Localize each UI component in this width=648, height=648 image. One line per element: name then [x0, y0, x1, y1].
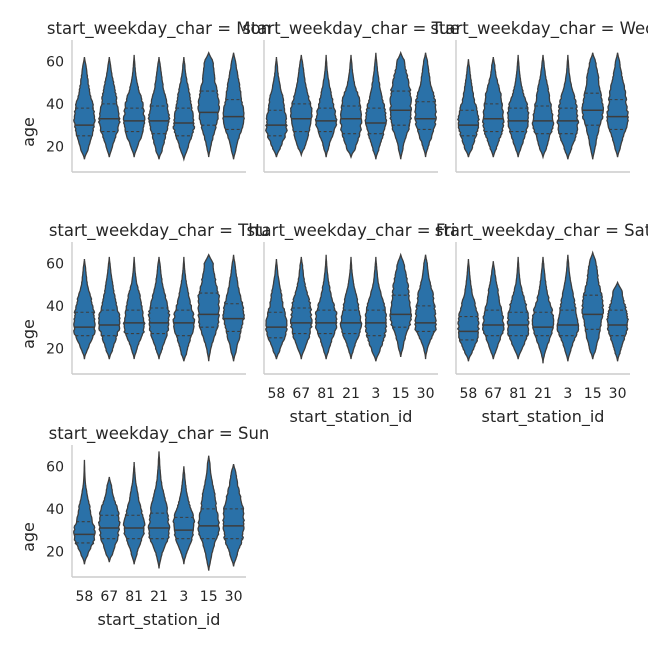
- facet-title: start_weekday_char = Fri: [246, 221, 455, 241]
- violin-sun-58: [73, 459, 96, 565]
- violin-sat-81: [506, 256, 530, 360]
- x-tick-label: 81: [317, 386, 335, 402]
- x-axis-label: start_station_id: [482, 407, 605, 427]
- x-tick-label: 3: [371, 386, 380, 402]
- facet-title: start_weekday_char = Tue: [242, 19, 460, 39]
- y-tick-label: 60: [46, 256, 64, 272]
- violin-wed-67: [481, 56, 505, 158]
- violin-tue-21: [339, 54, 363, 160]
- violin-tue-67: [289, 54, 313, 158]
- x-tick-label: 21: [534, 386, 552, 402]
- violin-tue-58: [265, 56, 288, 158]
- violin-sat-21: [531, 256, 555, 364]
- violin-fri-15: [389, 252, 413, 358]
- x-tick-label: 21: [342, 386, 360, 402]
- x-tick-label: 15: [584, 386, 602, 402]
- violin-sun-81: [122, 462, 146, 565]
- facet-title: start_weekday_char = Wed: [430, 19, 648, 39]
- x-tick-label: 21: [150, 589, 168, 605]
- violin-sat-3: [556, 254, 580, 362]
- violin-thu-58: [73, 258, 96, 360]
- violin-sun-3: [172, 466, 196, 565]
- violin-tue-30: [414, 52, 437, 158]
- facet-panel-mon: start_weekday_char = Mon 20 40 60 age: [19, 19, 271, 173]
- x-tick-label: 3: [179, 589, 188, 605]
- facet-panel-sun: start_weekday_char = Sun 20 40 60 age 58 67 81 2…: [19, 424, 269, 630]
- facet-panel-tue: start_weekday_char = Tue: [242, 19, 460, 173]
- facet-title: start_weekday_char = Sat: [435, 221, 648, 241]
- x-tick-label: 3: [563, 386, 572, 402]
- violin-sun-30: [222, 464, 245, 567]
- violin-sat-58: [456, 258, 480, 362]
- x-tick-label: 58: [268, 386, 286, 402]
- violin-mon-67: [97, 56, 121, 158]
- x-tick-label: 67: [292, 386, 310, 402]
- violin-mon-21: [147, 56, 171, 160]
- x-tick-label: 67: [100, 589, 118, 605]
- y-tick-label: 60: [46, 54, 64, 70]
- violin-fri-81: [314, 254, 338, 360]
- violin-mon-15: [197, 51, 221, 158]
- y-tick-label: 40: [46, 97, 64, 113]
- y-axis-label: age: [19, 319, 38, 349]
- violin-thu-81: [122, 256, 146, 360]
- violin-sun-15: [197, 455, 221, 571]
- x-tick-label: 15: [392, 386, 410, 402]
- violin-sun-21: [147, 451, 171, 569]
- facet-panel-sat: start_weekday_char = Sat 58 67 81 21 3 15 30sta…: [435, 221, 648, 427]
- x-tick-label: 15: [200, 589, 218, 605]
- x-tick-label: 30: [609, 386, 627, 402]
- violin-sat-30: [606, 280, 630, 362]
- facet-title: start_weekday_char = Mon: [47, 19, 271, 39]
- y-tick-label: 40: [46, 299, 64, 315]
- violin-fri-21: [339, 256, 363, 360]
- violin-tue-3: [364, 52, 388, 160]
- violin-fri-3: [364, 256, 388, 362]
- x-tick-label: 30: [417, 386, 435, 402]
- facet-title: start_weekday_char = Thu: [49, 221, 269, 241]
- violin-sun-67: [97, 476, 121, 563]
- violin-wed-3: [556, 54, 580, 160]
- facet-panel-wed: start_weekday_char = Wed: [430, 19, 648, 173]
- y-tick-label: 20: [46, 544, 64, 560]
- violin-thu-30: [222, 254, 245, 362]
- violin-thu-67: [97, 256, 121, 360]
- x-tick-label: 58: [76, 589, 94, 605]
- facet-title: start_weekday_char = Sun: [49, 424, 270, 444]
- violin-fri-58: [265, 258, 288, 360]
- x-tick-label: 81: [509, 386, 527, 402]
- x-axis-label: start_station_id: [98, 610, 221, 630]
- y-tick-label: 20: [46, 139, 64, 155]
- x-tick-label: 81: [125, 589, 143, 605]
- violin-wed-30: [606, 52, 629, 158]
- violin-wed-15: [581, 52, 605, 160]
- y-tick-label: 60: [46, 459, 64, 475]
- x-tick-label: 30: [225, 589, 243, 605]
- violin-mon-81: [122, 54, 146, 158]
- y-tick-label: 20: [46, 341, 64, 357]
- violin-tue-15: [389, 50, 413, 160]
- facet-panel-thu: start_weekday_char = Thu 20 40 60 age: [19, 221, 269, 375]
- x-tick-label: 67: [484, 386, 502, 402]
- y-tick-label: 40: [46, 502, 64, 518]
- violin-tue-81: [314, 54, 338, 158]
- x-axis-label: start_station_id: [290, 407, 413, 427]
- violin-wed-81: [506, 54, 530, 158]
- violin-thu-15: [197, 253, 221, 362]
- x-tick-label: 58: [460, 386, 478, 402]
- violin-thu-3: [172, 256, 196, 362]
- violin-mon-30: [222, 52, 245, 160]
- violin-fri-30: [414, 254, 438, 360]
- y-axis-label: age: [19, 522, 38, 552]
- y-axis-label: age: [19, 117, 38, 147]
- violin-wed-58: [456, 59, 480, 158]
- violin-sat-15: [581, 250, 605, 360]
- facet-panel-fri: start_weekday_char = Fri 58 67 81 21 3 15 30sta…: [246, 221, 455, 427]
